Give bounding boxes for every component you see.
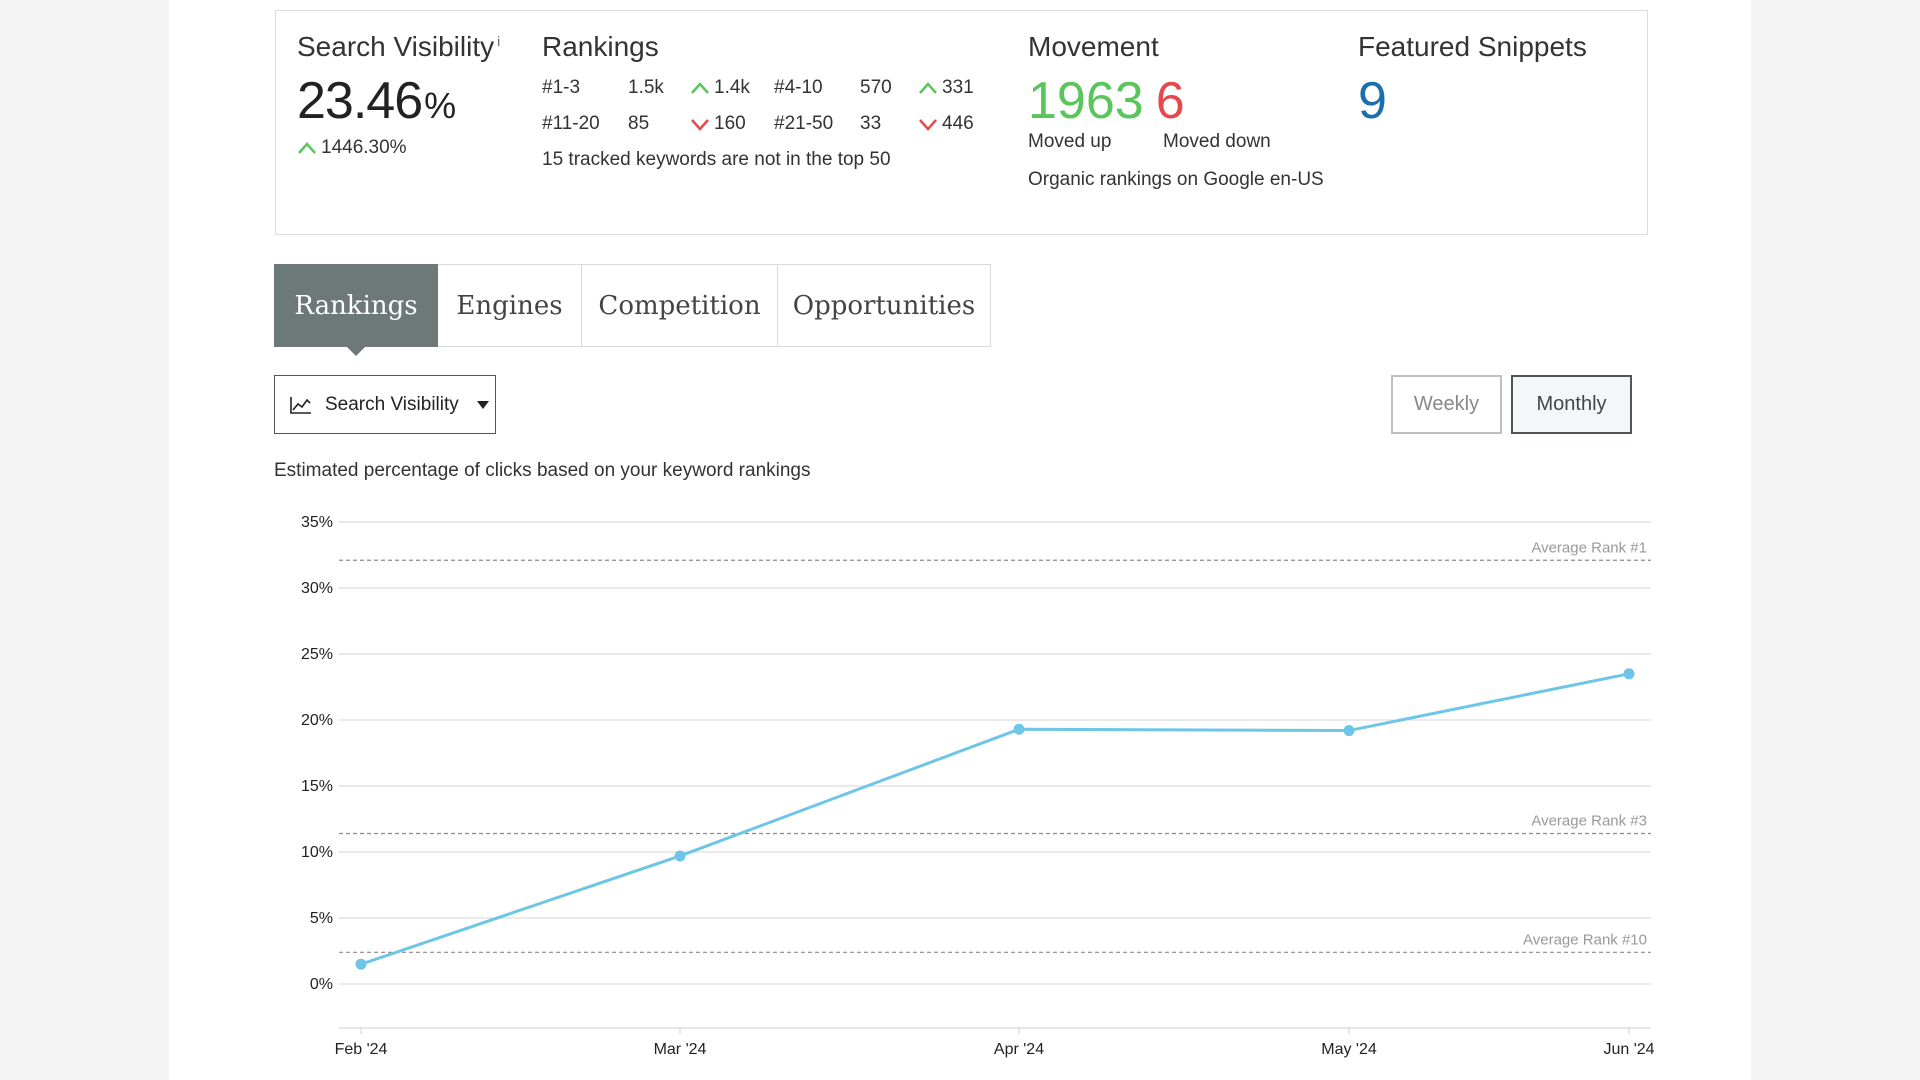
rankings-block: Rankings #1-3 1.5k 1.4k #4-10 570 331 #1… (542, 31, 988, 171)
metric-select[interactable]: Search Visibility (274, 375, 496, 434)
search-visibility-title: Search Visibility i (297, 31, 501, 62)
rank-bucket-change: 1.4k (690, 77, 774, 99)
y-tick-label: 30% (301, 580, 333, 597)
tab-rankings[interactable]: Rankings (274, 264, 438, 356)
x-tick-label: Apr '24 (994, 1041, 1044, 1058)
reference-line-label: Average Rank #10 (1523, 931, 1647, 948)
search-visibility-block: Search Visibility i 23.46% 1446.30% (297, 31, 500, 159)
info-icon[interactable]: i (497, 33, 501, 49)
featured-snippets-title: Featured Snippets (1358, 31, 1587, 62)
search-visibility-change: 1446.30% (297, 137, 500, 159)
rankings-note: 15 tracked keywords are not in the top 5… (542, 149, 891, 170)
y-tick-label: 20% (301, 712, 333, 729)
monthly-button[interactable]: Monthly (1511, 375, 1632, 434)
data-point (674, 850, 686, 862)
search-visibility-chart: 0% 5% 10% 15% 20% 25% 30% 35% Feb '24 Mar '24 Apr … (301, 514, 1655, 1058)
rank-bucket-label: #4-10 (774, 77, 823, 98)
data-point (1343, 725, 1355, 737)
rank-bucket-count: 85 (628, 113, 650, 134)
moved-up-value: 1963 (1028, 72, 1144, 130)
movement-title: Movement (1028, 31, 1159, 62)
chevron-down-icon (691, 119, 709, 131)
rank-bucket-count: 33 (860, 113, 882, 134)
moved-down-label: Moved down (1163, 131, 1271, 152)
movement-labels: Moved up Moved down (1028, 131, 1328, 153)
weekly-button[interactable]: Weekly (1391, 375, 1502, 434)
rank-bucket-label: #11-20 (542, 113, 600, 134)
reference-line-label: Average Rank #3 (1531, 813, 1647, 830)
metric-select-label: Search Visibility (325, 393, 459, 415)
x-tick-label: May '24 (1321, 1041, 1377, 1058)
y-tick-label: 0% (310, 976, 333, 993)
y-tick-label: 15% (301, 778, 333, 795)
data-point (1013, 723, 1025, 735)
chevron-up-icon (298, 142, 316, 154)
caret-down-icon (476, 400, 489, 409)
tab-engines[interactable]: Engines (438, 264, 582, 347)
rank-bucket-change: 331 (918, 77, 988, 99)
rank-bucket-label: #21-50 (774, 113, 834, 134)
moved-down-value: 6 (1155, 72, 1185, 130)
x-tick-label: Mar '24 (654, 1041, 707, 1058)
rank-bucket-change: 446 (918, 113, 988, 135)
view-tabs: Rankings Engines Competition Opportuniti… (274, 264, 991, 356)
y-tick-label: 5% (310, 910, 333, 927)
chevron-up-icon (919, 82, 937, 94)
tab-competition[interactable]: Competition (582, 264, 778, 347)
x-tick-label: Jun '24 (1603, 1041, 1654, 1058)
data-point (355, 958, 367, 970)
rankings-grid: #1-3 1.5k 1.4k #4-10 570 331 #11-20 85 1… (542, 77, 988, 135)
x-tick-label: Feb '24 (335, 1041, 388, 1058)
rank-bucket-count: 1.5k (628, 77, 664, 98)
movement-block: Movement 1963 6 Moved up Moved down Orga… (1028, 31, 1328, 192)
chevron-down-icon (919, 119, 937, 131)
y-tick-label: 10% (301, 844, 333, 861)
summary-panel: Search Visibility i 23.46% 1446.30% Ranki… (275, 10, 1648, 235)
tab-opportunities[interactable]: Opportunities (778, 264, 991, 347)
y-tick-label: 35% (301, 514, 333, 531)
chart-description: Estimated percentage of clicks based on … (274, 460, 811, 481)
page: Search Visibility i 23.46% 1446.30% Ranki… (169, 0, 1751, 1080)
search-visibility-value: 23.46% (297, 72, 456, 130)
series-line (360, 672, 1630, 966)
rank-bucket-count: 570 (860, 77, 892, 98)
data-point (1623, 668, 1635, 680)
y-tick-label: 25% (301, 646, 333, 663)
movement-values: 1963 6 (1028, 71, 1328, 131)
reference-line-label: Average Rank #1 (1531, 539, 1647, 556)
rankings-title: Rankings (542, 31, 659, 62)
chevron-up-icon (691, 82, 709, 94)
line-chart-icon (290, 396, 311, 414)
rank-bucket-label: #1-3 (542, 77, 581, 98)
rank-bucket-change: 160 (690, 113, 774, 135)
featured-snippets-block: Featured Snippets 9 (1358, 31, 1587, 131)
moved-up-label: Moved up (1028, 131, 1112, 152)
featured-snippets-value: 9 (1358, 72, 1387, 130)
movement-description: Organic rankings on Google en-US (1028, 169, 1324, 190)
